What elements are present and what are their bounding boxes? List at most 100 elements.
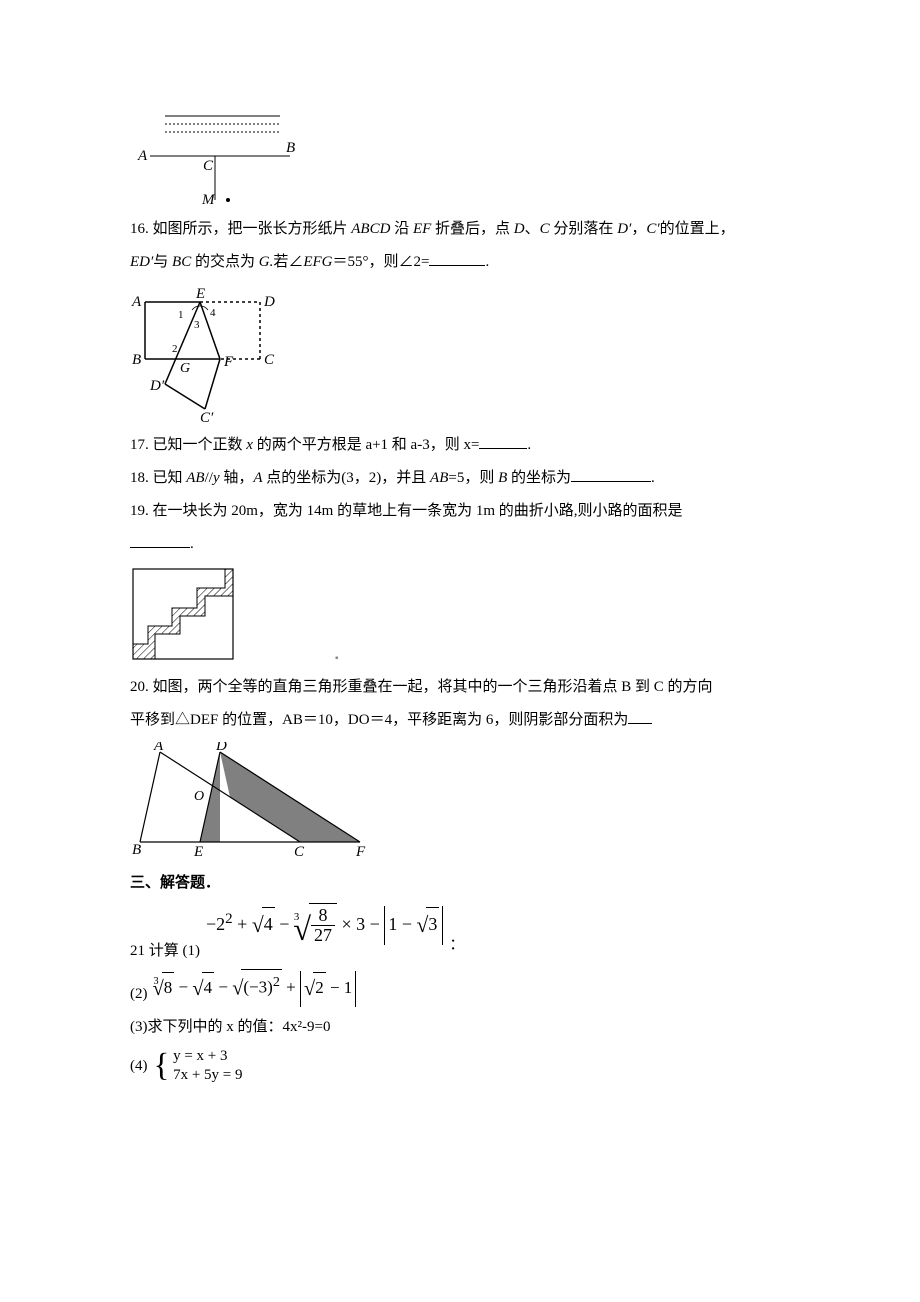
q17-x: x: [246, 437, 253, 453]
svg-text:4: 4: [210, 307, 216, 319]
svg-text:D: D: [215, 742, 227, 754]
figure-16: 1 4 3 2 A E D B G F C D′ C′: [130, 284, 800, 424]
svg-text:E: E: [195, 286, 205, 302]
q21-label: 21 计算 (1): [130, 938, 200, 965]
svg-text:1: 1: [178, 309, 184, 321]
question-18: 18. 已知 AB//y 轴，A 点的坐标为(3，2)，并且 AB=5，则 B …: [130, 465, 800, 492]
figure-15-svg: A B C M: [130, 108, 300, 208]
frac-den: 27: [311, 926, 335, 946]
svg-text:C′: C′: [200, 410, 214, 424]
page: A B C M 16. 如图所示，把一张长方形纸片 ABCD 沿 EF 折叠后，…: [0, 0, 920, 1302]
abs2-r: − 1: [326, 978, 353, 997]
q20-l2: 平移到△DEF 的位置，AB＝10，DO＝4，平移距离为 6，则阴影部分面积为: [130, 712, 628, 728]
e2-sqrt4: 4: [202, 972, 215, 1004]
figure-16-svg: 1 4 3 2 A E D B G F C D′ C′: [130, 284, 290, 424]
q20-l1: 20. 如图，两个全等的直角三角形重叠在一起，将其中的一个三角形沿着点 B 到 …: [130, 679, 713, 695]
q18-b: B: [498, 470, 507, 486]
q16-d: D: [514, 221, 525, 237]
q18-blank: [571, 466, 651, 482]
plus1: +: [237, 914, 252, 934]
q16-l2b: 与: [153, 254, 172, 270]
q18-m4: 的坐标为: [507, 470, 571, 486]
e2-m2: −: [218, 978, 232, 997]
abs2: √2 − 1: [300, 971, 356, 1008]
q16-bc: BC: [172, 254, 191, 270]
times3: × 3 −: [342, 914, 385, 934]
svg-text:M: M: [201, 192, 216, 208]
q16-cp: C′: [646, 221, 659, 237]
q17-mid: 的两个平方根是 a+1 和 a-3，则 x=: [253, 437, 479, 453]
figure-20-svg: A D B E C F O: [130, 742, 390, 862]
neg2: −2: [206, 914, 225, 934]
q16-edp: ED′: [130, 254, 153, 270]
svg-text:C: C: [203, 158, 214, 174]
abs1: 1 − √3: [384, 906, 443, 945]
svg-text:O: O: [194, 789, 204, 804]
svg-text:F: F: [223, 354, 234, 370]
question-17: 17. 已知一个正数 x 的两个平方根是 a+1 和 a-3，则 x=.: [130, 432, 800, 459]
svg-text:A: A: [137, 148, 148, 164]
sys-line2: 7x + 5y = 9: [173, 1066, 242, 1086]
system-brace: { y = x + 3 7x + 5y = 9: [154, 1047, 243, 1086]
q21-p4-label: (4): [130, 1053, 148, 1080]
q16-dp: D′: [617, 221, 631, 237]
svg-text:A: A: [131, 294, 142, 310]
svg-text:B: B: [286, 140, 295, 156]
q16-c: C: [540, 221, 550, 237]
q16-m5: ，: [631, 221, 646, 237]
q16-text: 16. 如图所示，把一张长方形纸片: [130, 221, 351, 237]
q16-g: G.: [259, 254, 274, 270]
svg-text:C: C: [294, 844, 305, 860]
q21-expr1: −22 + √4 − 3√827 × 3 − 1 − √3: [206, 901, 443, 965]
q19-blank: [130, 532, 190, 548]
q16-m4: 分别落在: [550, 221, 618, 237]
q16-m3: 、: [525, 221, 540, 237]
q18-m3: =5，则: [448, 470, 498, 486]
sq1: 2: [225, 911, 233, 927]
q20-blank: [628, 708, 652, 724]
q21-label-text: 21 计算: [130, 943, 179, 959]
svg-text:A: A: [153, 742, 164, 754]
cbrt8: 8: [162, 972, 175, 1004]
svg-text:E: E: [193, 844, 203, 860]
q17-period: .: [527, 437, 531, 453]
sys-line1: y = x + 3: [173, 1047, 242, 1067]
svg-text:D: D: [263, 294, 275, 310]
svg-text:D′: D′: [149, 378, 165, 394]
q16-m6: 的位置上，: [660, 221, 735, 237]
question-21-part3: (3)求下列中的 x 的值：4x²-9=0: [130, 1014, 800, 1041]
e2-plus: +: [286, 978, 300, 997]
figure-20: A D B E C F O: [130, 742, 800, 862]
e2-neg3: (−3): [243, 978, 272, 997]
figure-19-svg: [130, 566, 240, 666]
abs-sqrt3: 3: [426, 907, 439, 940]
figure-15: A B C M: [130, 108, 800, 208]
question-19-blank-row: .: [130, 531, 800, 558]
q16-l2c: 的交点为: [191, 254, 259, 270]
question-19: 19. 在一块长为 20m，宽为 14m 的草地上有一条宽为 1m 的曲折小路,…: [130, 498, 800, 525]
q16-period: .: [485, 254, 489, 270]
svg-text:B: B: [132, 352, 141, 368]
abs1-l: 1 −: [388, 914, 416, 934]
frac-num: 8: [311, 906, 335, 927]
q18-m2: 点的坐标为(3，2)，并且: [263, 470, 431, 486]
q18-y: y: [213, 470, 220, 486]
q16-blank: [429, 250, 485, 266]
q21-expr2: 3√8 − √4 − √(−3)2 + √2 − 1: [154, 969, 357, 1007]
question-21-part2: (2) 3√8 − √4 − √(−3)2 + √2 − 1: [130, 969, 800, 1007]
q16-abcd: ABCD: [351, 221, 390, 237]
e2-sq: 2: [273, 974, 280, 990]
q18-ab: AB: [186, 470, 204, 486]
e2-m1: −: [179, 978, 193, 997]
q18-period: .: [651, 470, 655, 486]
svg-text:F: F: [355, 844, 366, 860]
section-3-heading: 三、解答题．: [130, 870, 800, 897]
q16-l2e: ＝55°，则∠2=: [333, 254, 430, 270]
q18-a: A: [253, 470, 262, 486]
minus1: −: [279, 914, 294, 934]
question-20-line1: 20. 如图，两个全等的直角三角形重叠在一起，将其中的一个三角形沿着点 B 到 …: [130, 674, 800, 701]
svg-text:2: 2: [172, 343, 178, 355]
q17-blank: [479, 433, 527, 449]
abs-sqrt2: 2: [313, 972, 326, 1004]
cbrt-frac: √827: [293, 901, 337, 959]
